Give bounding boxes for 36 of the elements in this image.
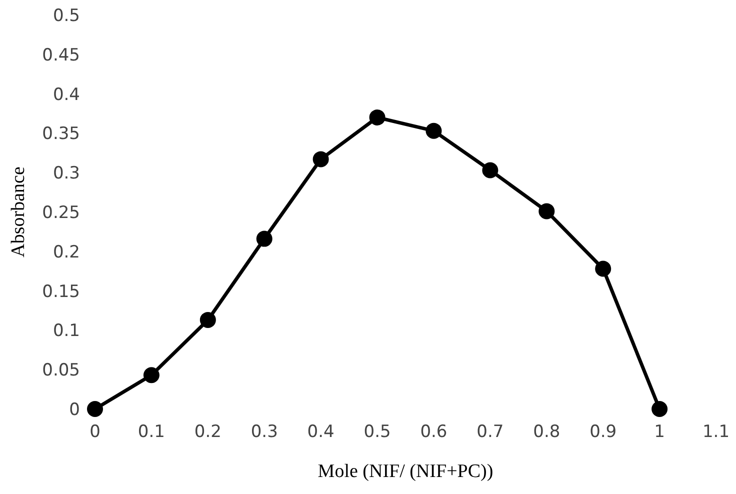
y-tick-label: 0.4 xyxy=(52,84,80,105)
y-tick-label: 0.45 xyxy=(42,45,80,66)
y-tick-label: 0.35 xyxy=(42,124,80,144)
point xyxy=(143,367,160,384)
x-axis-title: Mole (NIF/ (NIF+PC)) xyxy=(318,460,494,482)
y-tick-label: 0.3 xyxy=(52,164,80,184)
x-tick-label: 1.1 xyxy=(702,422,730,442)
y-tick-label: 0.5 xyxy=(52,6,80,26)
point xyxy=(200,312,216,328)
point xyxy=(87,401,103,417)
point xyxy=(652,401,668,417)
x-tick-label: 0.5 xyxy=(364,422,391,442)
y-tick-label: 0.1 xyxy=(52,321,80,342)
point xyxy=(426,122,442,139)
y-tick-label: 0.15 xyxy=(42,282,80,302)
point xyxy=(312,151,329,168)
x-tick-label: 0.9 xyxy=(590,422,617,442)
point xyxy=(482,162,498,178)
y-tick-label: 0 xyxy=(69,400,80,420)
point xyxy=(595,260,612,277)
point xyxy=(538,203,555,220)
x-tick-label: 0.2 xyxy=(194,422,222,442)
x-tick-label: 0.8 xyxy=(533,422,560,442)
y-axis-title: Absorbance xyxy=(8,166,29,258)
x-tick-label: 0.1 xyxy=(138,422,165,442)
x-tick-label: 0.7 xyxy=(476,422,504,442)
point xyxy=(369,109,386,126)
x-tick-label: 0.6 xyxy=(420,422,448,442)
x-tick-label: 1 xyxy=(654,422,665,442)
y-tick-label: 0.25 xyxy=(42,202,80,223)
y-tick-label: 0.05 xyxy=(42,360,80,381)
point xyxy=(256,230,272,247)
x-tick-label: 0.4 xyxy=(307,422,334,442)
x-tick-label: 0 xyxy=(90,422,100,442)
y-tick-label: 0.2 xyxy=(52,242,80,262)
x-tick-label: 0.3 xyxy=(250,422,278,442)
